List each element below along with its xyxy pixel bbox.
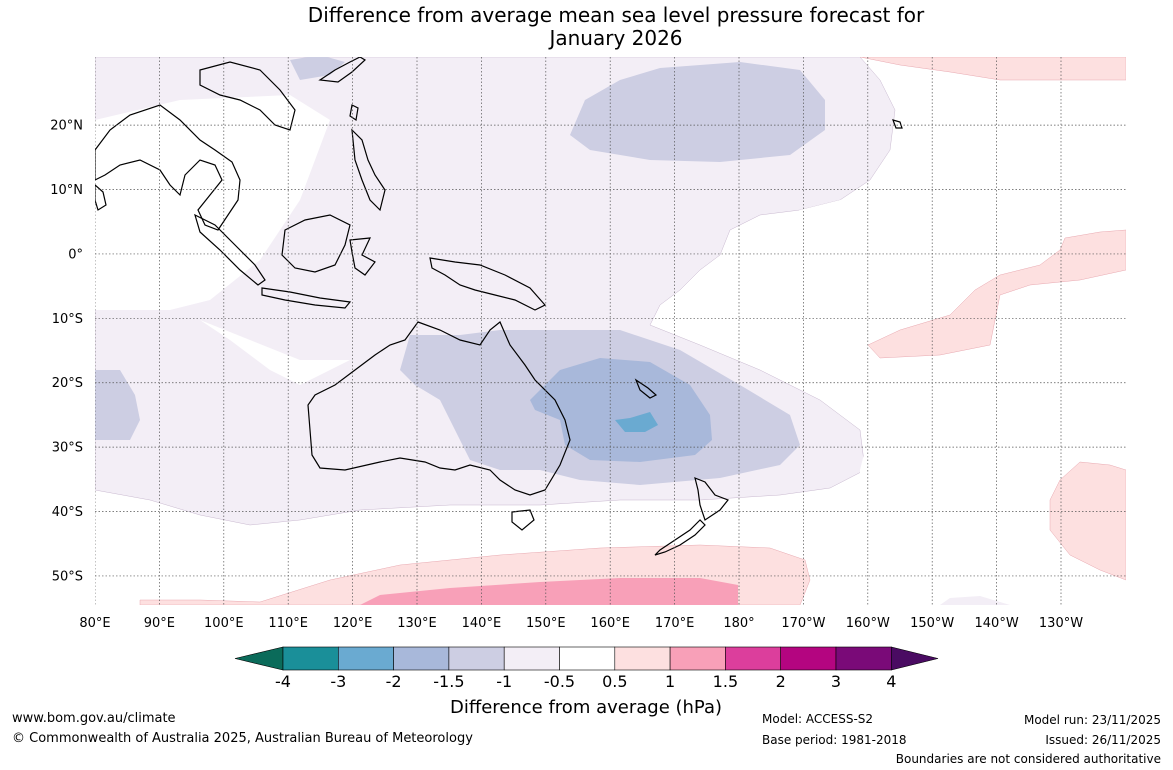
longitude-label: 110°E	[268, 616, 308, 631]
longitude-label: 140°W	[975, 616, 1019, 631]
taiwan-outline	[349, 104, 359, 122]
colorbar-tick-label: 4	[886, 672, 896, 691]
anomaly-pink-east-pacific	[1049, 461, 1126, 581]
colorbar-tick-label: -1	[496, 672, 512, 691]
anomaly-rose-southern-ocean	[360, 578, 738, 605]
latitude-label: 40°S	[52, 505, 83, 520]
colorbar-tick-label: 2	[776, 672, 786, 691]
colorbar-segment	[448, 646, 505, 671]
china-coast-outline	[199, 61, 296, 131]
map-title-line1: Difference from average mean sea level p…	[307, 3, 925, 27]
longitude-label: 100°E	[204, 616, 244, 631]
sumatra-outline	[194, 213, 266, 286]
colorbar: -4 -3 -2 -1.5 -1 -0.5 0.5 1 1.5 2 3 4	[234, 646, 939, 691]
colorbar-tick-label: 3	[831, 672, 841, 691]
longitude-label: 150°W	[910, 616, 954, 631]
sri-lanka-outline	[95, 184, 107, 211]
coastlines	[95, 57, 903, 556]
latitude-label: 20°S	[52, 376, 83, 391]
anomaly-grey-south-china	[290, 57, 345, 80]
model-run-text: Model run: 23/11/2025	[1023, 713, 1161, 727]
japan-outline	[318, 57, 366, 83]
new-zealand-north-outline	[694, 477, 729, 521]
anomaly-pink-north-pacific	[859, 57, 1126, 81]
neutral-region-indian-ocean	[200, 320, 380, 385]
latitude-label: 0°	[68, 247, 83, 262]
colorbar-tick-label: 1.5	[713, 672, 738, 691]
colorbar-arrow-low	[234, 646, 284, 671]
mainland-asia-outline	[95, 104, 241, 231]
colorbar-tick-label: 0.5	[602, 672, 627, 691]
latitude-label: 20°N	[50, 119, 83, 134]
latitude-label: 30°S	[52, 441, 83, 456]
disclaimer-text: Boundaries are not considered authoritat…	[895, 752, 1161, 766]
colorbar-tick-label: 1	[665, 672, 675, 691]
longitude-label: 130°E	[397, 616, 437, 631]
map-title-line2: January 2026	[549, 26, 683, 50]
graticule	[95, 57, 1126, 605]
java-outline	[261, 287, 352, 309]
new-caledonia-outline	[634, 378, 658, 399]
anomaly-lavender-south-east	[940, 596, 1010, 605]
hawaii-outline	[892, 119, 903, 129]
latitude-labels: 20°N 10°N 0° 10°S 20°S 30°S 40°S 50°S	[50, 119, 83, 585]
colorbar-tick-label: -3	[330, 672, 346, 691]
longitude-label: 170°E	[655, 616, 695, 631]
colorbar-segment	[559, 646, 616, 671]
colorbar-segment	[393, 646, 450, 671]
longitude-label: 160°W	[846, 616, 890, 631]
colorbar-segment	[282, 646, 339, 671]
anomaly-grey-indian-ocean	[95, 370, 140, 440]
longitude-label: 140°E	[462, 616, 502, 631]
anomaly-darkblue-tasman	[615, 412, 658, 432]
longitude-label: 160°E	[590, 616, 630, 631]
colorbar-segment	[503, 646, 560, 671]
colorbar-tick-label: -1.5	[433, 672, 464, 691]
new-zealand-south-outline	[654, 519, 706, 556]
colorbar-segment	[725, 646, 782, 671]
colorbar-segment	[669, 646, 726, 671]
latitude-label: 10°N	[50, 183, 83, 198]
anomaly-field	[95, 57, 1126, 605]
colorbar-segment	[780, 646, 837, 671]
longitude-label: 80°E	[79, 616, 110, 631]
longitude-labels: 80°E 90°E 100°E 110°E 120°E 130°E 140°E 150°E 16…	[79, 616, 1083, 631]
base-period-text: Base period: 1981-2018	[762, 733, 907, 747]
anomaly-pink-central-pacific	[867, 229, 1126, 359]
website-link[interactable]: www.bom.gov.au/climate	[12, 711, 176, 726]
longitude-label: 130°W	[1039, 616, 1083, 631]
tasmania-outline	[511, 509, 535, 531]
colorbar-tick-label: -4	[275, 672, 291, 691]
colorbar-segment	[835, 646, 892, 671]
anomaly-blue-tasman	[530, 358, 712, 462]
latitude-label: 50°S	[52, 569, 83, 584]
copyright-text: © Commonwealth of Australia 2025, Austra…	[12, 731, 473, 746]
map-title: Difference from average mean sea level p…	[0, 4, 1173, 50]
new-guinea-outline	[429, 257, 546, 311]
sulawesi-outline	[349, 237, 376, 276]
longitude-label: 180°	[723, 616, 754, 631]
longitude-label: 170°W	[781, 616, 825, 631]
anomaly-grey-north-pacific	[570, 62, 825, 162]
neutral-region-west	[95, 95, 330, 310]
colorbar-segment	[614, 646, 671, 671]
colorbar-title: Difference from average (hPa)	[450, 697, 722, 718]
colorbar-arrow-high	[890, 646, 939, 671]
latitude-label: 10°S	[52, 312, 83, 327]
colorbar-tick-label: -2	[386, 672, 402, 691]
longitude-label: 150°E	[526, 616, 566, 631]
philippines-outline	[351, 128, 386, 212]
longitude-label: 90°E	[144, 616, 175, 631]
colorbar-tick-label: -0.5	[544, 672, 575, 691]
australia-outline	[307, 321, 571, 496]
colorbar-segment	[337, 646, 394, 671]
issued-text: Issued: 26/11/2025	[1045, 733, 1161, 747]
longitude-label: 120°E	[333, 616, 373, 631]
model-text: Model: ACCESS-S2	[762, 712, 874, 726]
